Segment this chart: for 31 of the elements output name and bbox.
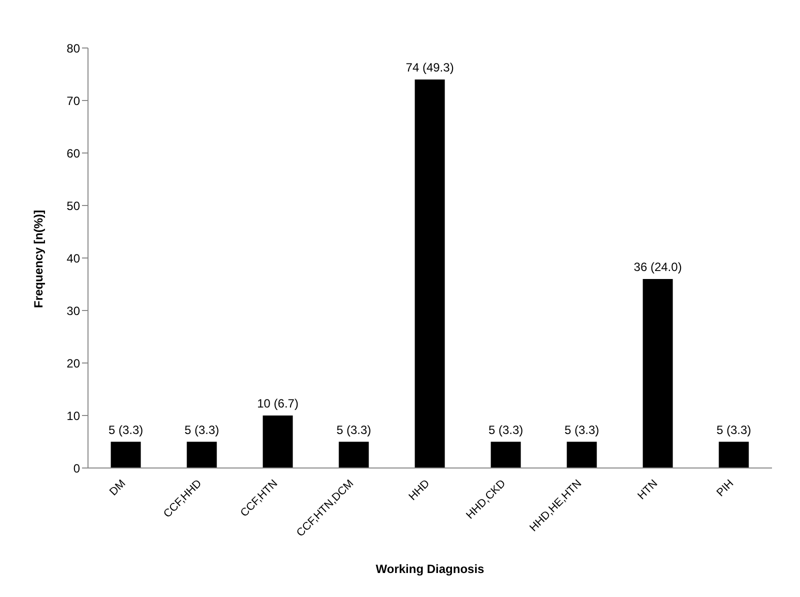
y-tick-label: 10 [66, 408, 80, 423]
y-tick-label: 40 [66, 251, 80, 266]
bar [262, 416, 293, 468]
bar [338, 442, 369, 468]
y-tick-label: 70 [66, 94, 80, 108]
bar [718, 442, 749, 468]
y-tick-label: 60 [66, 146, 80, 160]
bar [642, 279, 673, 468]
y-tick-label: 0 [73, 461, 80, 476]
data-label: 36 (24.0) [634, 260, 682, 274]
data-label: 5 (3.3) [488, 422, 524, 437]
data-label: 5 (3.3) [336, 422, 372, 437]
data-label: 5 (3.3) [564, 422, 600, 437]
y-tick-label: 80 [66, 41, 80, 56]
bar [414, 80, 445, 468]
data-label: 5 (3.3) [108, 422, 144, 437]
bar [186, 442, 217, 468]
data-label: 5 (3.3) [184, 422, 220, 437]
x-tick-label: PIH [714, 478, 736, 500]
bar [490, 442, 521, 468]
bar [566, 442, 597, 468]
y-tick-label: 20 [66, 356, 80, 370]
y-axis-title: Frequency [n(%)] [31, 210, 46, 308]
y-tick-label: 30 [66, 304, 80, 318]
x-axis-title: Working Diagnosis [376, 562, 485, 576]
data-label: 5 (3.3) [716, 422, 752, 437]
data-label: 74 (49.3) [406, 60, 454, 74]
y-tick-label: 50 [66, 198, 80, 213]
data-label: 10 (6.7) [257, 396, 298, 410]
x-tick-label: DM [108, 478, 128, 498]
bar [110, 442, 141, 468]
